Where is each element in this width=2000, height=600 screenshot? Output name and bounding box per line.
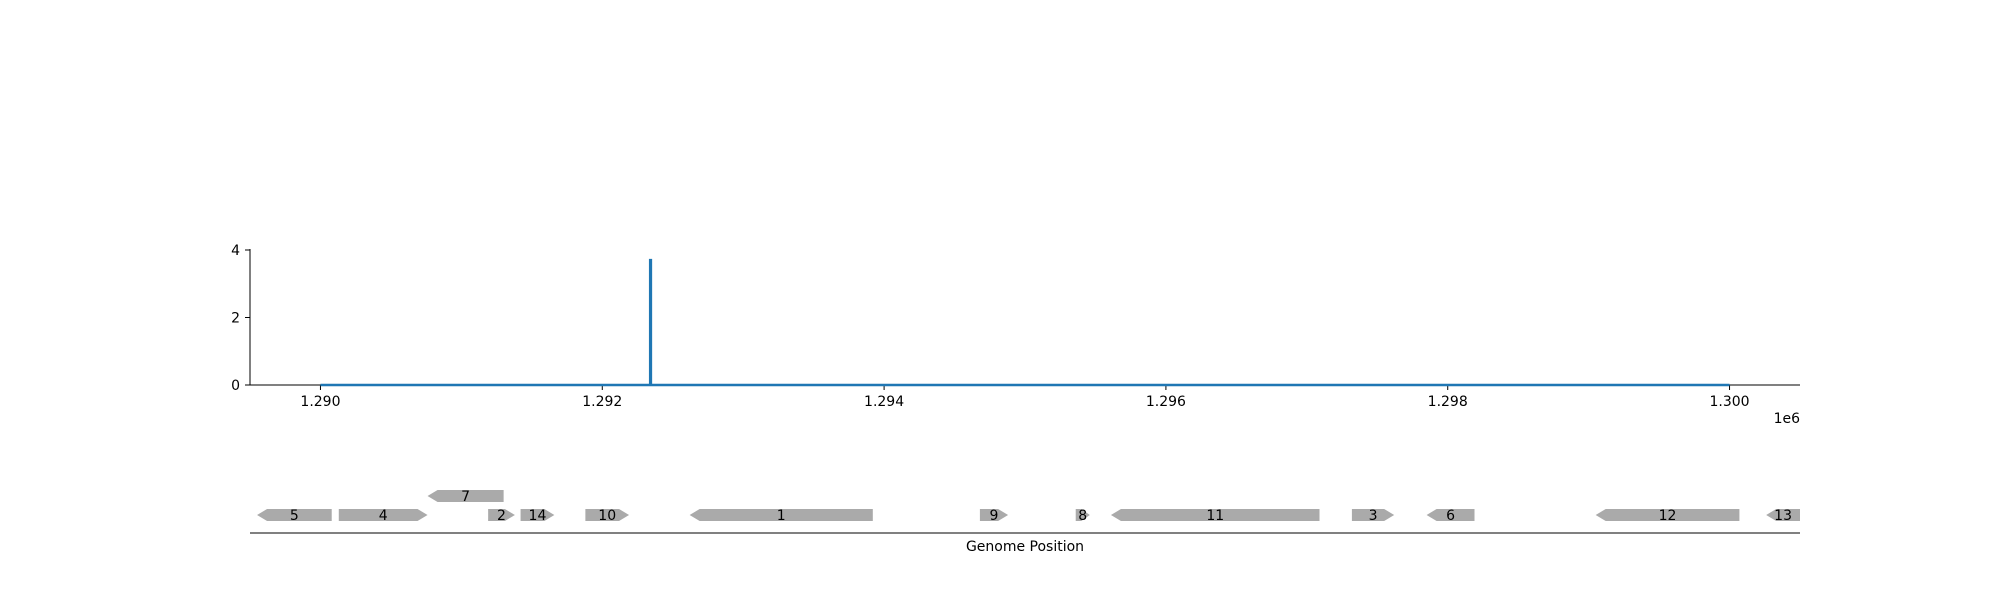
gene-arrow	[520, 509, 555, 521]
gene-arrow	[1075, 509, 1090, 521]
gene-label: 12	[1659, 508, 1677, 524]
y-ticks: 0 2 4	[231, 243, 250, 394]
gene-label: 7	[461, 489, 470, 505]
coverage-plot: 0 2 4 1.290 1.292 1.294 1.296 1.298 1.300 1e6	[231, 243, 1800, 427]
y-tick-label: 2	[231, 311, 240, 327]
gene-feature: 5	[257, 508, 332, 524]
gene-track-xlabel: Genome Position	[966, 539, 1084, 555]
y-tick-label: 4	[231, 243, 240, 259]
gene-feature: 1	[689, 508, 873, 524]
gene-label: 5	[290, 508, 299, 524]
gene-feature: 6	[1426, 508, 1475, 524]
gene-feature: 12	[1595, 508, 1740, 524]
gene-feature: 4	[338, 508, 428, 524]
gene-arrow	[1426, 509, 1475, 521]
gene-arrow	[1766, 509, 1800, 521]
series-layer	[320, 258, 1730, 387]
x-tick-label: 1.298	[1428, 394, 1468, 410]
gene-label: 3	[1369, 508, 1378, 524]
x-tick-label: 1.294	[864, 394, 904, 410]
gene-label: 4	[379, 508, 388, 524]
gene-label: 14	[529, 508, 547, 524]
gene-label: 2	[497, 508, 506, 524]
gene-arrow	[979, 509, 1009, 521]
gene-arrow	[689, 509, 873, 521]
gene-arrow	[488, 509, 515, 521]
gene-feature: 13	[1766, 508, 1800, 524]
gene-arrow	[427, 490, 504, 502]
coverage-line	[320, 258, 1730, 387]
gene-feature: 14	[520, 508, 555, 524]
x-tick-label: 1.292	[582, 394, 622, 410]
gene-feature: 10	[585, 508, 630, 524]
x-tick-label: 1.290	[300, 394, 340, 410]
gene-feature: 9	[979, 508, 1009, 524]
gene-label: 1	[777, 508, 786, 524]
gene-label: 10	[598, 508, 616, 524]
gene-label: 9	[990, 508, 999, 524]
gene-feature: 11	[1110, 508, 1320, 524]
gene-label: 6	[1446, 508, 1455, 524]
gene-arrow	[338, 509, 428, 521]
gene-arrow	[257, 509, 332, 521]
gene-feature: 3	[1351, 508, 1395, 524]
gene-label: 11	[1206, 508, 1224, 524]
gene-label: 8	[1078, 508, 1087, 524]
x-ticks: 1.290 1.292 1.294 1.296 1.298 1.300	[300, 385, 1750, 410]
x-tick-label: 1.296	[1146, 394, 1186, 410]
x-offset-label: 1e6	[1774, 411, 1801, 427]
y-tick-label: 0	[231, 378, 240, 394]
gene-features: 5 4 7 2 14 10 1 9 8 11 3 6 12 13	[257, 489, 1800, 524]
gene-feature: 2	[488, 508, 515, 524]
gene-arrow	[585, 509, 630, 521]
gene-arrow	[1110, 509, 1320, 521]
x-tick-label: 1.300	[1709, 394, 1749, 410]
gene-track: 5 4 7 2 14 10 1 9 8 11 3 6 12 13 Genome Position	[250, 489, 1800, 555]
gene-label: 13	[1774, 508, 1792, 524]
gene-feature: 8	[1075, 508, 1090, 524]
gene-arrow	[1351, 509, 1395, 521]
gene-arrow	[1595, 509, 1740, 521]
gene-feature: 7	[427, 489, 504, 505]
